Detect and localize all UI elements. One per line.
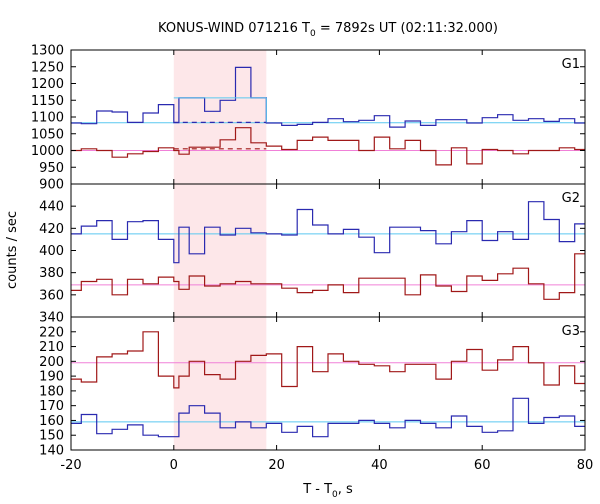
panel-label-G2: G2 bbox=[562, 191, 580, 206]
panel-G3-y-tick-label: 190 bbox=[39, 370, 64, 385]
panel-G3-y-tick-label: 160 bbox=[39, 414, 64, 429]
panel-label-G1: G1 bbox=[562, 57, 580, 72]
panel-G1-y-tick-label: 1050 bbox=[31, 127, 64, 142]
panel-G2-y-tick-label: 400 bbox=[39, 244, 64, 259]
panel-G3-y-tick-label: 150 bbox=[39, 429, 64, 444]
panel-G1-y-tick-label: 900 bbox=[39, 178, 64, 193]
panel-G1-y-tick-label: 1200 bbox=[31, 77, 64, 92]
chart-title: KONUS-WIND 071216 T0 = 7892s UT (02:11:3… bbox=[158, 21, 498, 39]
panel-G2-y-tick-label: 360 bbox=[39, 288, 64, 303]
panel-G3-y-tick-label: 180 bbox=[39, 384, 64, 399]
x-tick-label: -20 bbox=[60, 458, 81, 473]
x-tick-label: 40 bbox=[371, 458, 388, 473]
panel-G3-y-tick-label: 140 bbox=[39, 444, 64, 459]
panel-G2-series-1-line bbox=[71, 201, 585, 264]
panel-G1-y-tick-label: 1300 bbox=[31, 44, 64, 59]
x-tick-label: 80 bbox=[577, 458, 594, 473]
panel-G1-y-tick-label: 1100 bbox=[31, 111, 64, 126]
chart-title-main: KONUS-WIND 071216 T bbox=[158, 21, 310, 36]
panel-G3-y-tick-label: 220 bbox=[39, 325, 64, 340]
x-axis-label-rest: , s bbox=[338, 482, 353, 497]
panel-G2-y-tick-label: 340 bbox=[39, 311, 64, 326]
x-axis-label: T - T0, s bbox=[302, 482, 353, 500]
panel-G2-frame bbox=[70, 183, 586, 318]
panel-G3-y-tick-label: 210 bbox=[39, 340, 64, 355]
panel-G1-y-tick-label: 1000 bbox=[31, 144, 64, 159]
panel-G3-series-2-line bbox=[71, 331, 585, 389]
chart-title-rest: = 7892s UT (02:11:32.000) bbox=[316, 21, 498, 36]
x-tick-label: 20 bbox=[268, 458, 285, 473]
x-axis-label-subscript: 0 bbox=[332, 490, 338, 500]
panel-G1-frame bbox=[70, 49, 586, 185]
panel-G2-y-tick-label: 440 bbox=[39, 200, 64, 215]
panel-G3-y-tick-label: 200 bbox=[39, 355, 64, 370]
y-axis-label: counts / sec bbox=[5, 211, 20, 289]
plot-layer: 9009501000105011001150120012501300G13403… bbox=[31, 44, 593, 474]
panel-G2-series-2-line bbox=[71, 253, 585, 300]
panel-label-G3: G3 bbox=[562, 324, 580, 339]
panel-G3-frame bbox=[70, 316, 586, 451]
panel-G2-y-tick-label: 420 bbox=[39, 222, 64, 237]
panel-G1-series-1-line bbox=[71, 66, 585, 128]
panel-G3-y-tick-label: 170 bbox=[39, 399, 64, 414]
panel-G1-y-tick-label: 950 bbox=[39, 161, 64, 176]
panel-G2-y-tick-label: 380 bbox=[39, 266, 64, 281]
x-tick-label: 60 bbox=[474, 458, 491, 473]
panel-G1-y-tick-label: 1250 bbox=[31, 60, 64, 75]
panel-G1-y-tick-label: 1150 bbox=[31, 94, 64, 109]
panel-G3-series-1-line bbox=[71, 397, 585, 438]
x-axis-label-main: T - T bbox=[302, 482, 332, 497]
panel-G1-series-2-line bbox=[71, 127, 585, 166]
x-tick-label: 0 bbox=[170, 458, 178, 473]
chart-title-subscript: 0 bbox=[310, 29, 316, 39]
